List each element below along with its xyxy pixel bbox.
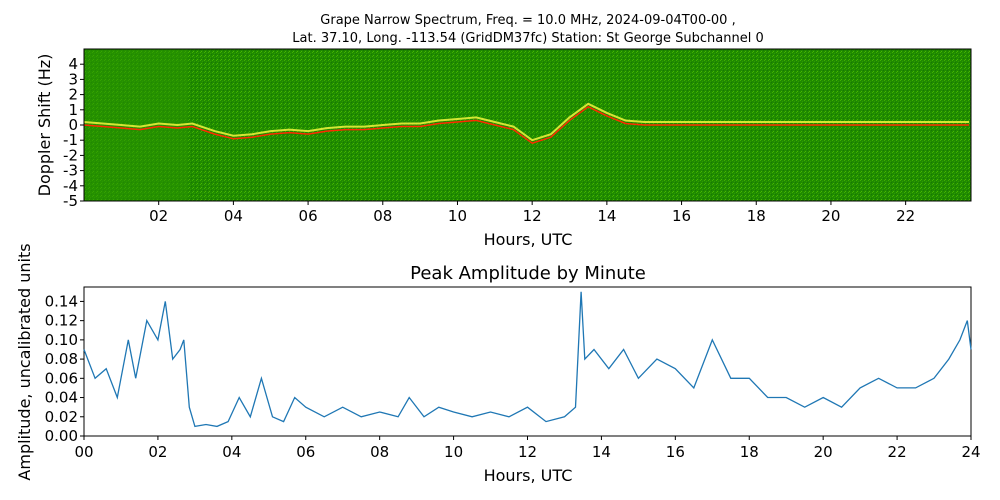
amplitude-x-tick-label: 20: [814, 443, 833, 461]
spectrogram-signal: [83, 102, 970, 142]
amplitude-y-tick-label: 0.06: [45, 369, 78, 387]
spectrogram-x-tick-label: 22: [896, 207, 915, 225]
spectrogram-y-tick-label: 1: [68, 101, 78, 119]
amplitude-y-tick-label: 0.08: [45, 350, 78, 368]
spectrogram-y-tick-label: -3: [63, 162, 78, 180]
amplitude-x-tick-label: 16: [666, 443, 685, 461]
amplitude-x-tick-label: 10: [444, 443, 463, 461]
spectrogram-y-tick-label: 2: [68, 86, 78, 104]
spectrogram-x-ticks: 02 04 06 08 10 12 14 16 18 20 22: [149, 201, 915, 225]
amplitude-y-ticks: 0.000.020.04 0.060.080.100.12 0.14: [45, 292, 84, 445]
spectrogram-title-line1: Grape Narrow Spectrum, Freq. = 10.0 MHz,…: [320, 13, 735, 28]
amplitude-x-tick-label: 00: [74, 443, 93, 461]
spectrogram-panel: [83, 48, 972, 202]
amplitude-x-ticks: 00 02 04 06 08 10 12 14 16 18 20 22 24: [74, 436, 981, 461]
amplitude-line-group: [83, 291, 972, 428]
spectrogram-x-tick-label: 18: [747, 207, 766, 225]
spectrogram-x-tick-label: 10: [448, 207, 467, 225]
amplitude-x-tick-label: 14: [592, 443, 611, 461]
spectrogram-y-tick-label: 4: [68, 55, 78, 73]
amplitude-y-tick-label: 0.10: [45, 331, 78, 349]
spectrogram-x-tick-label: 06: [299, 207, 318, 225]
amplitude-x-tick-label: 24: [961, 443, 980, 461]
amplitude-x-tick-label: 12: [518, 443, 537, 461]
spectrogram-x-tick-label: 12: [523, 207, 542, 225]
amplitude-title: Peak Amplitude by Minute: [410, 263, 646, 284]
spectrogram-title-line2: Lat. 37.10, Long. -113.54 (GridDM37fc) S…: [292, 31, 763, 46]
amplitude-x-tick-label: 18: [740, 443, 759, 461]
spectrogram-x-tick-label: 16: [672, 207, 691, 225]
amplitude-x-tick-label: 22: [888, 443, 907, 461]
spectrogram-y-tick-label: 3: [68, 70, 78, 88]
spectrogram-y-tick-label: -4: [63, 177, 78, 195]
amplitude-x-label: Hours, UTC: [484, 466, 573, 485]
amplitude-y-tick-label: 0.12: [45, 312, 78, 330]
amplitude-x-tick-label: 02: [148, 443, 167, 461]
spectrogram-y-label: Doppler Shift (Hz): [35, 54, 54, 197]
amplitude-x-tick-label: 04: [222, 443, 241, 461]
amplitude-x-tick-label: 06: [296, 443, 315, 461]
amplitude-y-tick-label: 0.00: [45, 427, 78, 445]
spectrogram-x-tick-label: 20: [821, 207, 840, 225]
spectrogram-x-tick-label: 14: [597, 207, 616, 225]
spectrogram-y-tick-label: -2: [63, 146, 78, 164]
amplitude-series-line: [83, 291, 972, 428]
amplitude-x-tick-label: 08: [370, 443, 389, 461]
amplitude-y-label: Amplitude, uncalibrated units: [15, 243, 34, 480]
spectrogram-x-label: Hours, UTC: [484, 230, 573, 249]
spectrogram-x-tick-label: 02: [149, 207, 168, 225]
amplitude-plot-area: [83, 286, 972, 437]
amplitude-y-tick-label: 0.04: [45, 389, 78, 407]
amplitude-y-tick-label: 0.14: [45, 292, 78, 310]
amplitude-y-tick-label: 0.02: [45, 408, 78, 426]
spectrogram-carrier: [83, 105, 970, 145]
spectrogram-y-tick-label: -5: [63, 192, 78, 210]
spectrogram-y-tick-label: -1: [63, 131, 78, 149]
spectrogram-y-tick-label: 0: [68, 116, 78, 134]
spectrogram-x-tick-label: 04: [224, 207, 243, 225]
spectrogram-x-tick-label: 08: [373, 207, 392, 225]
